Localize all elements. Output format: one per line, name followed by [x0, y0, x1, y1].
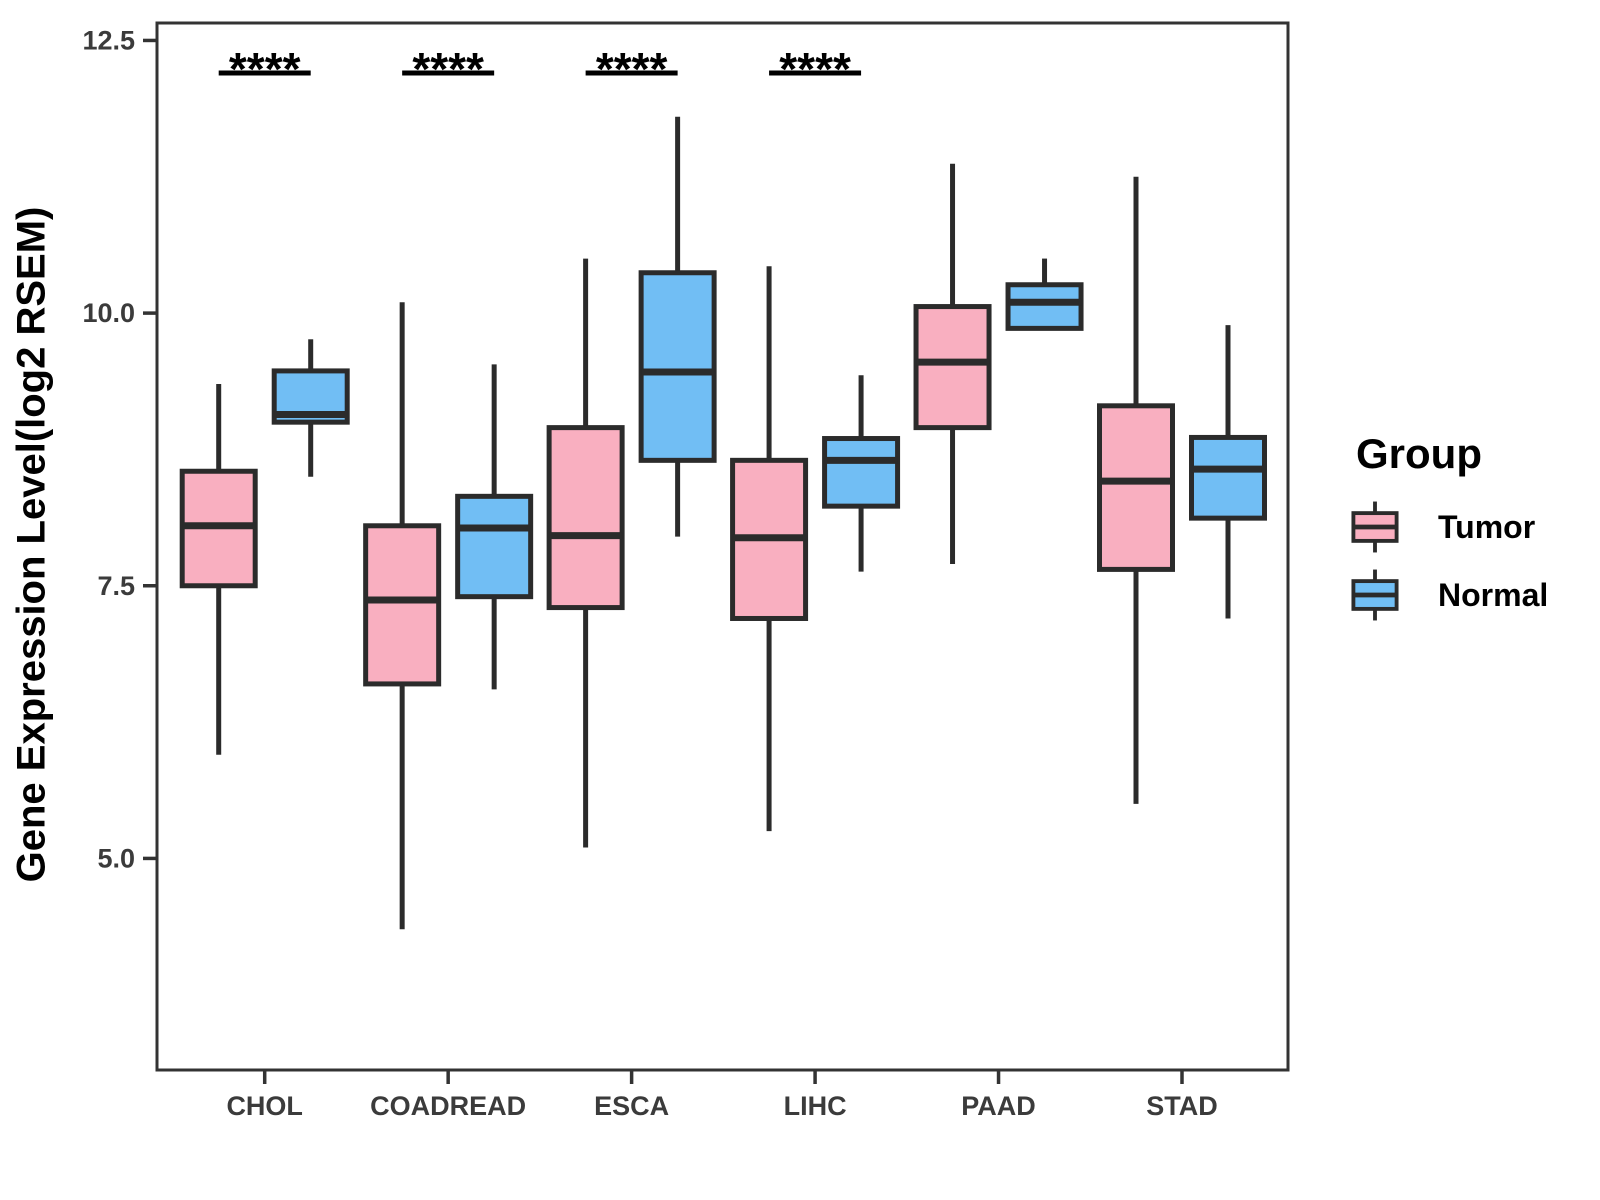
y-tick-label: 7.5 [97, 571, 135, 601]
box-tumor-PAAD [913, 304, 992, 431]
x-tick-label: CHOL [226, 1091, 303, 1121]
legend-title: Group [1356, 430, 1482, 477]
legend-items: Tumor Normal [1340, 500, 1590, 622]
x-tick-label: COADREAD [370, 1091, 526, 1121]
box-tumor-STAD [1097, 403, 1175, 572]
x-tick-label: ESCA [594, 1091, 669, 1121]
box-normal-ESCA [638, 270, 717, 463]
box-normal-PAAD [1005, 282, 1084, 331]
x-tick-label: PAAD [961, 1091, 1036, 1121]
x-tick-label: STAD [1146, 1091, 1218, 1121]
y-tick-label: 12.5 [82, 25, 135, 55]
box-normal-COADREAD [455, 493, 534, 600]
significance-stars-ESCA: **** [596, 43, 668, 95]
box-tumor-COADREAD [363, 523, 442, 687]
legend-item-label: Tumor [1438, 508, 1536, 545]
box-normal-STAD [1189, 434, 1267, 521]
significance-stars-LIHC: **** [779, 43, 851, 95]
legend-item-label: Normal [1438, 576, 1549, 613]
legend-item-tumor: Tumor [1340, 500, 1590, 554]
x-tick-label: LIHC [784, 1091, 847, 1121]
y-axis-title: Gene Expression Level(log2 RSEM) [9, 206, 54, 883]
y-tick-label: 10.0 [82, 298, 135, 328]
significance-stars-CHOL: **** [229, 43, 301, 95]
legend-item-normal: Normal [1340, 568, 1590, 622]
legend-key-boxplot-icon [1351, 569, 1399, 621]
box-tumor-ESCA [546, 425, 625, 611]
legend-key-boxplot-icon [1351, 501, 1399, 553]
significance-stars-COADREAD: **** [412, 43, 484, 95]
box-normal-LIHC [822, 436, 901, 509]
legend: Group Tumor Normal [1340, 430, 1590, 636]
y-tick-label: 5.0 [97, 843, 135, 873]
